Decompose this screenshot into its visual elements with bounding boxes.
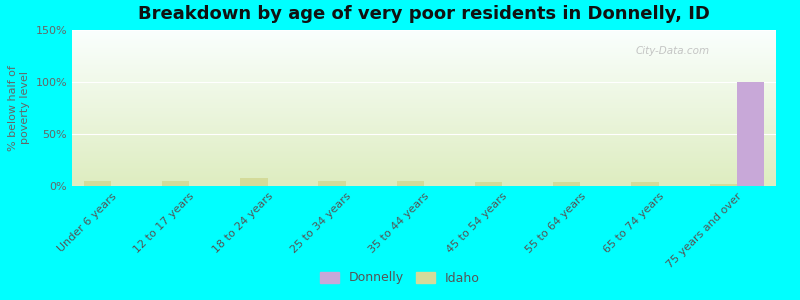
Bar	[240, 178, 267, 186]
Bar	[397, 181, 424, 186]
Y-axis label: % below half of
poverty level: % below half of poverty level	[8, 65, 30, 151]
Bar	[475, 182, 502, 186]
Bar	[737, 82, 764, 186]
Bar	[318, 181, 346, 186]
Bar	[162, 181, 190, 186]
Bar	[84, 181, 111, 186]
Bar	[553, 182, 581, 186]
Bar	[710, 184, 737, 186]
Bar	[631, 182, 658, 186]
Text: City-Data.com: City-Data.com	[635, 46, 710, 56]
Legend: Donnelly, Idaho: Donnelly, Idaho	[314, 265, 486, 291]
Title: Breakdown by age of very poor residents in Donnelly, ID: Breakdown by age of very poor residents …	[138, 5, 710, 23]
